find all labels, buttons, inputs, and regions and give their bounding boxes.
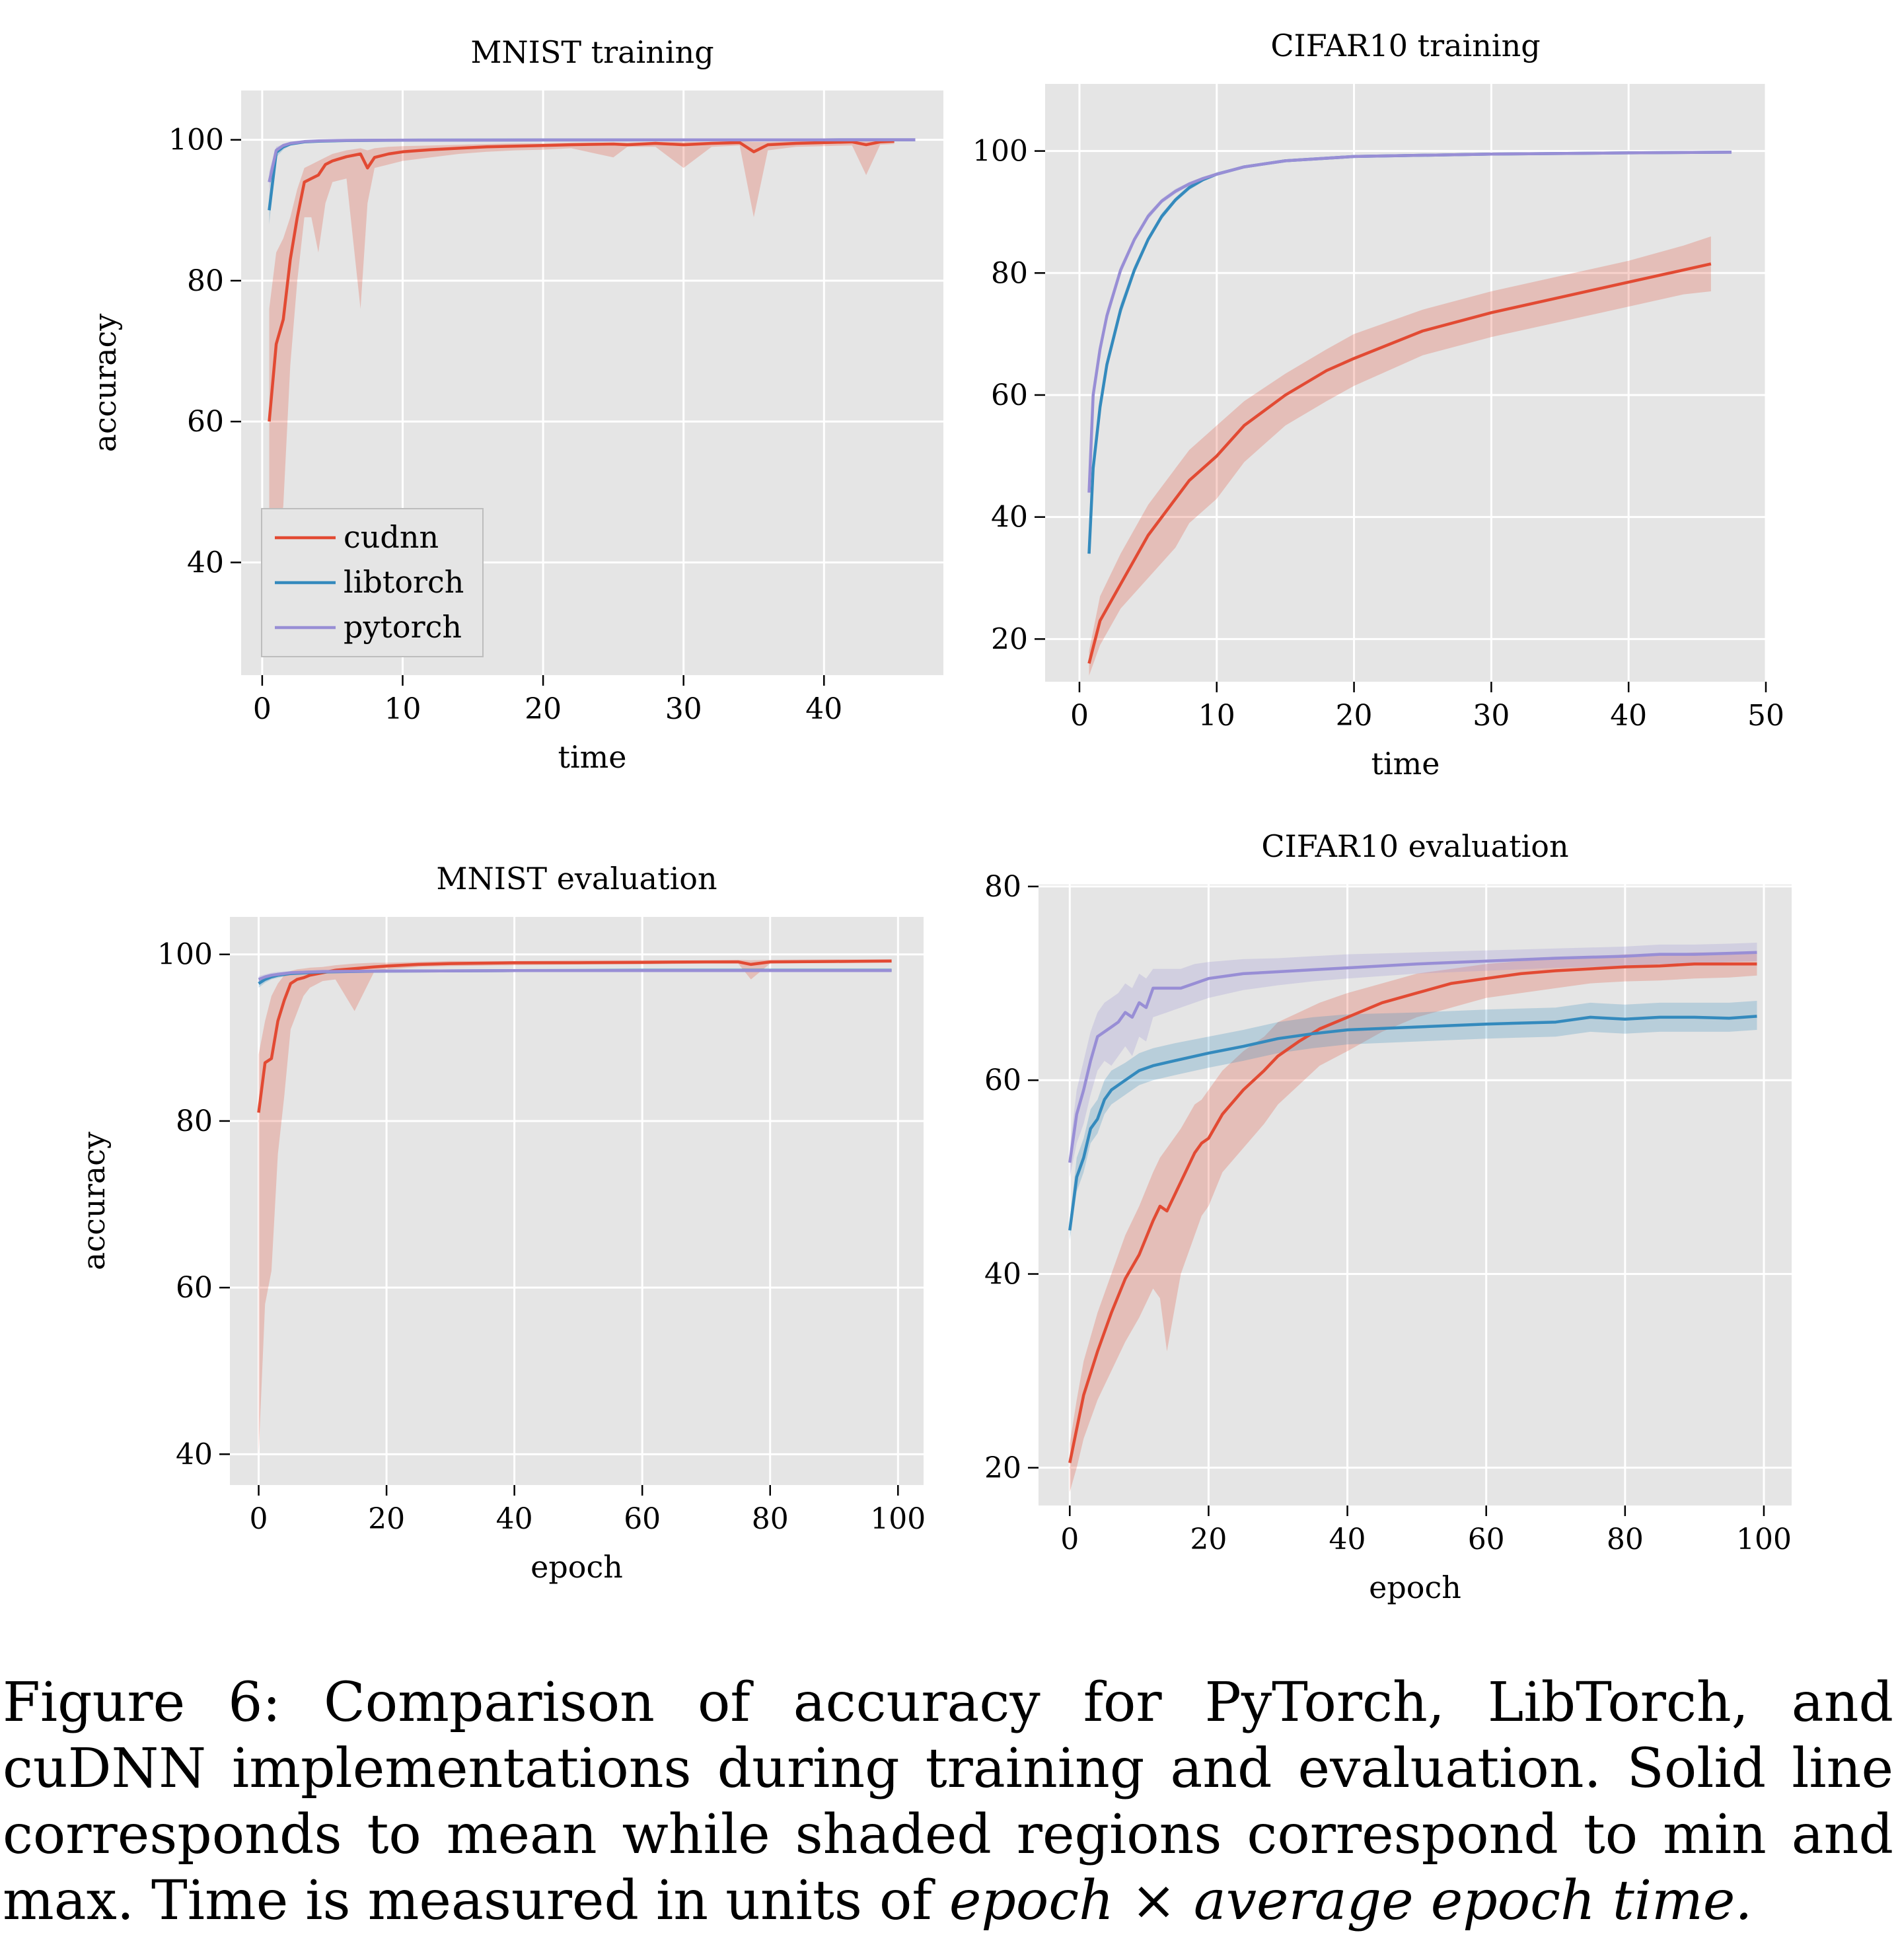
chart-title: MNIST training xyxy=(470,34,713,70)
y-tick-label: 100 xyxy=(972,135,1028,168)
y-axis-label: accuracy xyxy=(87,314,123,453)
line-cudnn xyxy=(1068,962,1757,1463)
y-tick-label: 40 xyxy=(176,1437,213,1471)
x-tick-label: 40 xyxy=(1329,1523,1366,1556)
plot-area xyxy=(230,917,924,1485)
chart-panel-1: 0 10 20 30 40 50 20 40 60 80 100 CIFAR10 training ti… xyxy=(972,28,1784,781)
x-tick-label: 0 xyxy=(1070,699,1089,733)
y-tick-label: 20 xyxy=(984,1451,1021,1485)
legend-label-libtorch: libtorch xyxy=(344,564,464,600)
caption-times: × xyxy=(1113,1869,1194,1932)
x-tick-label: 60 xyxy=(624,1502,661,1536)
x-tick-label: 30 xyxy=(1473,699,1510,733)
y-axis-label: accuracy xyxy=(76,1132,112,1270)
x-tick-label: 50 xyxy=(1747,699,1784,733)
x-tick-label: 20 xyxy=(368,1502,405,1536)
x-tick-label: 20 xyxy=(1190,1523,1227,1556)
y-tick-label: 60 xyxy=(991,379,1028,412)
y-tick-label: 60 xyxy=(984,1064,1021,1097)
band-cudnn xyxy=(1070,952,1757,1492)
line-pytorch xyxy=(268,138,916,183)
x-axis-label: time xyxy=(1371,746,1440,781)
y-tick-label: 40 xyxy=(984,1258,1021,1291)
chart-title: CIFAR10 training xyxy=(1270,28,1540,63)
x-tick-label: 20 xyxy=(1336,699,1373,733)
plot-area xyxy=(1045,84,1766,682)
chart-title: CIFAR10 evaluation xyxy=(1261,828,1568,864)
y-tick-label: 60 xyxy=(176,1271,213,1305)
caption-italic-epoch: epoch xyxy=(949,1869,1114,1932)
x-tick-label: 10 xyxy=(384,692,421,726)
x-axis-label: epoch xyxy=(530,1549,623,1585)
y-tick-label: 80 xyxy=(187,264,224,298)
y-tick-label: 60 xyxy=(187,405,224,439)
band-libtorch xyxy=(1070,1001,1757,1241)
y-tick-label: 20 xyxy=(991,622,1028,656)
legend-label-cudnn: cudnn xyxy=(344,519,439,555)
x-tick-label: 10 xyxy=(1198,699,1235,733)
x-tick-label: 20 xyxy=(525,692,562,726)
caption-text: Figure 6: Comparison of accuracy for PyT… xyxy=(3,1671,1893,1932)
x-tick-label: 40 xyxy=(496,1502,533,1536)
x-tick-label: 80 xyxy=(1607,1523,1644,1556)
chart-panel-2: 0 20 40 60 80 100 40 60 80 100 MNIST evaluation epo… xyxy=(76,861,926,1585)
x-axis-label: time xyxy=(558,739,626,775)
x-axis-label: epoch xyxy=(1369,1570,1461,1605)
chart-panel-0: 0 10 20 30 40 40 60 80 100 MNIST training time accu… xyxy=(87,34,943,775)
x-tick-label: 0 xyxy=(1060,1523,1079,1556)
x-tick-label: 80 xyxy=(752,1502,789,1536)
y-tick-label: 40 xyxy=(991,501,1028,534)
x-tick-label: 30 xyxy=(665,692,702,726)
line-libtorch xyxy=(1068,1015,1757,1231)
x-tick-label: 100 xyxy=(870,1502,926,1536)
y-tick-label: 80 xyxy=(984,870,1021,904)
line-pytorch xyxy=(1087,151,1732,493)
caption-italic-average-epoch-time: average epoch time. xyxy=(1193,1869,1753,1932)
line-cudnn xyxy=(1087,262,1712,664)
chart-title: MNIST evaluation xyxy=(436,861,717,896)
y-tick-label: 80 xyxy=(176,1105,213,1138)
y-tick-label: 100 xyxy=(157,938,213,972)
y-tick-label: 80 xyxy=(991,256,1028,290)
x-tick-label: 0 xyxy=(250,1502,268,1536)
x-tick-label: 100 xyxy=(1736,1523,1792,1556)
line-pytorch xyxy=(258,969,892,981)
x-tick-label: 40 xyxy=(1610,699,1647,733)
x-tick-label: 0 xyxy=(253,692,272,726)
y-tick-label: 40 xyxy=(187,546,224,579)
line-cudnn xyxy=(268,139,894,422)
x-tick-label: 60 xyxy=(1468,1523,1505,1556)
legend-label-pytorch: pytorch xyxy=(344,609,462,645)
band-cudnn xyxy=(1089,236,1711,676)
figure-caption: Figure 6: Comparison of accuracy for PyT… xyxy=(3,1670,1893,1934)
line-pytorch xyxy=(1068,951,1757,1163)
legend: cudnn libtorch pytorch xyxy=(261,508,484,657)
chart-panel-3: 0 20 40 60 80 100 20 40 60 80 CIFAR10 evaluation ep… xyxy=(984,828,1792,1605)
line-cudnn xyxy=(257,959,892,1113)
x-tick-label: 40 xyxy=(805,692,842,726)
y-tick-label: 100 xyxy=(168,124,224,157)
